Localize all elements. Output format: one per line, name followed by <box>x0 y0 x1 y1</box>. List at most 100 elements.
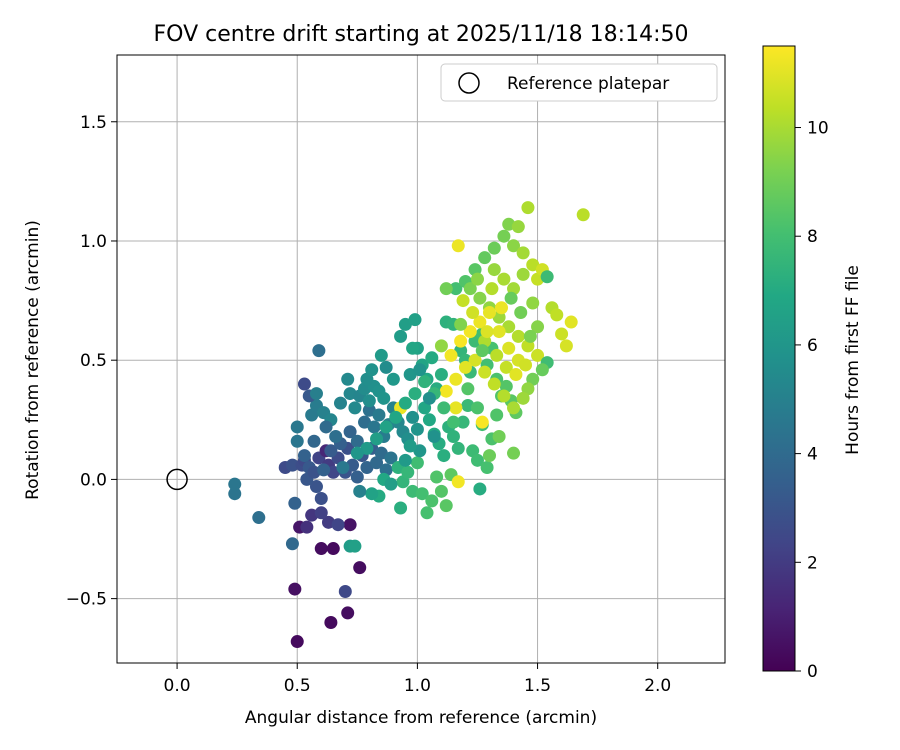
data-point <box>341 606 355 620</box>
x-axis-ticks: 0.0 0.5 1.0 1.5 2.0 <box>164 663 671 696</box>
data-point <box>288 496 302 510</box>
data-point <box>439 384 453 398</box>
data-point <box>485 282 499 296</box>
data-point <box>507 446 521 460</box>
data-point <box>413 444 427 458</box>
data-point <box>317 463 331 477</box>
data-point <box>446 415 460 429</box>
data-point <box>350 446 364 460</box>
data-point <box>499 360 513 374</box>
data-point <box>451 475 465 489</box>
data-point <box>516 391 530 405</box>
data-point <box>449 372 463 386</box>
data-point <box>559 339 573 353</box>
data-point <box>398 317 412 331</box>
data-point <box>379 360 393 374</box>
data-point <box>523 329 537 343</box>
data-point <box>454 334 468 348</box>
data-point <box>348 539 362 553</box>
data-point <box>288 582 302 596</box>
data-point <box>507 401 521 415</box>
data-point <box>434 484 448 498</box>
data-point <box>398 453 412 467</box>
y-tick-label: 1.5 <box>80 113 107 133</box>
data-point <box>410 456 424 470</box>
data-point <box>495 301 509 315</box>
x-tick-label: 0.5 <box>284 676 311 696</box>
data-point <box>456 415 470 429</box>
data-point <box>516 267 530 281</box>
data-point <box>555 327 569 341</box>
data-point <box>365 487 379 501</box>
data-point <box>394 501 408 515</box>
data-point <box>511 329 525 343</box>
data-point <box>312 344 326 358</box>
data-point <box>475 344 489 358</box>
colorbar-label: Hours from first FF file <box>843 265 863 455</box>
x-axis-label: Angular distance from reference (arcmin) <box>245 708 597 728</box>
data-point <box>511 220 525 234</box>
data-point <box>360 441 374 455</box>
data-point <box>502 320 516 334</box>
data-point <box>434 339 448 353</box>
data-point <box>408 387 422 401</box>
colorbar-tick-label: 4 <box>807 445 818 465</box>
data-point <box>329 429 343 443</box>
y-tick-label: 0.5 <box>80 351 107 371</box>
data-point <box>309 480 323 494</box>
data-point <box>403 367 417 381</box>
data-point <box>370 432 384 446</box>
data-point <box>482 449 496 463</box>
data-point <box>290 420 304 434</box>
colorbar-gradient <box>763 46 795 671</box>
data-point <box>497 389 511 403</box>
colorbar-tick-label: 2 <box>807 553 818 573</box>
data-point <box>348 401 362 415</box>
data-point <box>439 499 453 513</box>
data-point <box>336 460 350 474</box>
data-point <box>314 506 328 520</box>
data-point <box>343 425 357 439</box>
colorbar-tick-label: 6 <box>807 336 818 356</box>
data-point <box>526 258 540 272</box>
data-point <box>374 348 388 362</box>
data-point <box>367 420 381 434</box>
data-point <box>406 410 420 424</box>
data-point <box>451 239 465 253</box>
data-point <box>319 420 333 434</box>
data-point <box>341 372 355 386</box>
data-point <box>516 246 530 260</box>
data-point <box>326 542 340 556</box>
data-point <box>331 518 345 532</box>
data-point <box>309 387 323 401</box>
x-tick-label: 0.0 <box>164 676 191 696</box>
data-point <box>353 484 367 498</box>
data-point <box>384 477 398 491</box>
data-point <box>362 394 376 408</box>
data-point <box>526 296 540 310</box>
colorbar: 0 2 4 6 8 10 Hours from first FF file <box>762 45 863 682</box>
data-point <box>425 351 439 365</box>
data-point <box>228 487 242 501</box>
data-point <box>290 635 304 649</box>
colorbar-tick-label: 8 <box>807 227 818 247</box>
data-point <box>470 453 484 467</box>
data-point <box>408 313 422 327</box>
data-point <box>427 429 441 443</box>
data-point <box>386 372 400 386</box>
data-point <box>487 377 501 391</box>
data-point <box>487 263 501 277</box>
data-point <box>377 391 391 405</box>
data-point <box>333 396 347 410</box>
data-point <box>403 439 417 453</box>
legend-box <box>440 63 718 102</box>
plot-frame <box>116 54 726 664</box>
data-point <box>478 251 492 265</box>
chart-title: FOV centre drift starting at 2025/11/18 … <box>154 22 689 47</box>
data-point <box>362 403 376 417</box>
legend: Reference platepar <box>440 63 718 102</box>
data-point <box>509 367 523 381</box>
data-point <box>314 542 328 556</box>
data-point <box>285 537 299 551</box>
